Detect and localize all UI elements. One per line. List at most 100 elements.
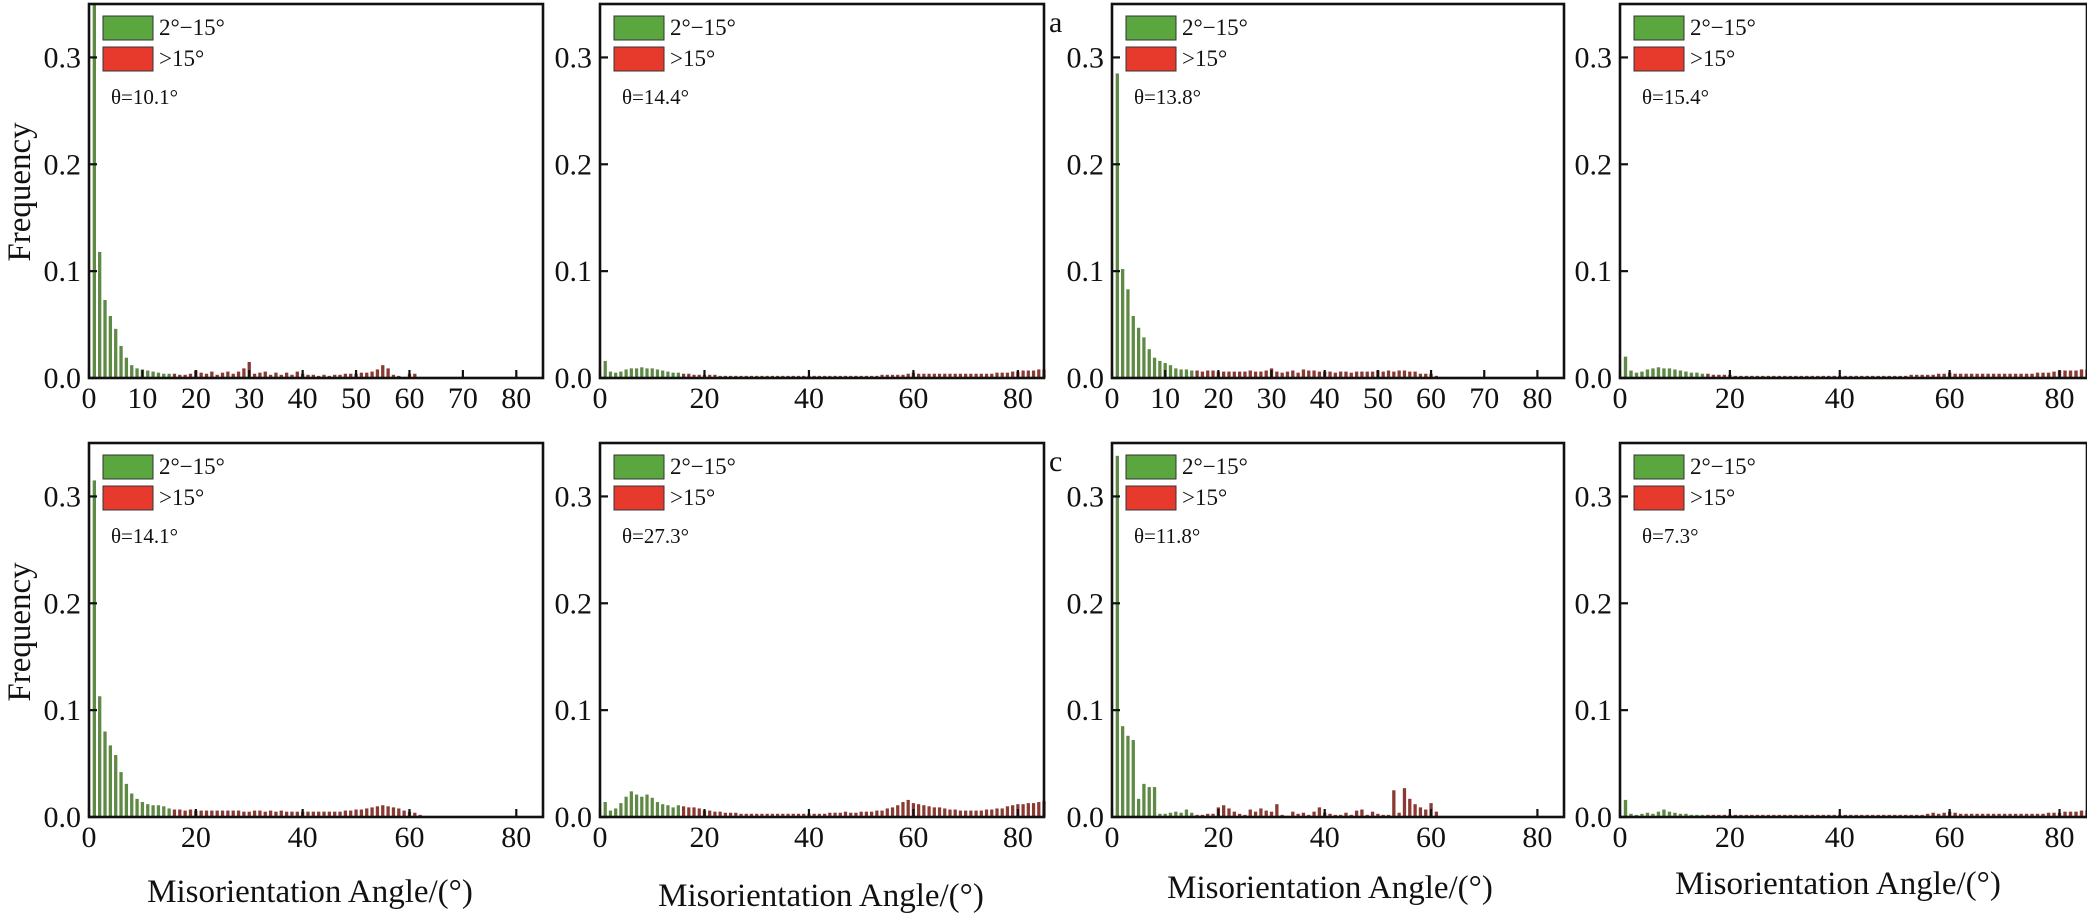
bar bbox=[1354, 810, 1359, 817]
x-tick-label: 40 bbox=[794, 382, 824, 415]
bar bbox=[1925, 374, 1930, 378]
bar bbox=[608, 810, 613, 817]
panel-letter: a bbox=[1049, 6, 1062, 39]
bar bbox=[1115, 73, 1119, 379]
bar bbox=[1629, 813, 1633, 817]
bar bbox=[343, 373, 348, 378]
bar bbox=[755, 813, 759, 817]
y-tick-label: 0.0 bbox=[44, 362, 82, 395]
y-tick-label: 0.2 bbox=[555, 148, 593, 181]
y-tick-label: 0.1 bbox=[1067, 255, 1105, 288]
bar bbox=[822, 813, 827, 817]
bar-series bbox=[1115, 73, 1540, 379]
bar bbox=[1392, 790, 1396, 817]
bar bbox=[1301, 369, 1306, 378]
bar bbox=[1190, 812, 1194, 817]
bar bbox=[1317, 807, 1322, 817]
bar bbox=[1275, 804, 1279, 817]
theta-annotation: θ=15.4° bbox=[1642, 85, 1709, 109]
bar bbox=[365, 808, 369, 817]
x-tick-label: 0 bbox=[593, 821, 608, 854]
bar bbox=[1037, 369, 1041, 378]
bar bbox=[1011, 371, 1015, 378]
bar bbox=[890, 807, 895, 817]
legend-label-high: >15° bbox=[670, 46, 715, 71]
panels-layer: 0.0 0.1 0.2 0.3 0 10 20 30 40 50 60 70 80 2°−15° >15° θ… bbox=[44, 2, 2087, 854]
bar bbox=[381, 365, 385, 378]
bar bbox=[629, 368, 633, 378]
bar bbox=[1211, 813, 1215, 817]
plot-frame bbox=[598, 2, 1046, 380]
bar bbox=[1629, 370, 1633, 378]
bar bbox=[210, 810, 214, 817]
bar bbox=[1640, 813, 1644, 817]
x-tick-label: 50 bbox=[1363, 382, 1393, 415]
x-tick-label: 40 bbox=[794, 821, 824, 854]
bar bbox=[1997, 373, 2001, 378]
bar bbox=[1000, 808, 1004, 817]
bar bbox=[2063, 370, 2067, 378]
bar bbox=[1248, 809, 1252, 817]
bar bbox=[927, 373, 931, 378]
x-axis-title-col1: Misorientation Angle/(°) bbox=[147, 874, 473, 910]
bar bbox=[354, 809, 358, 817]
bar bbox=[1131, 316, 1135, 378]
x-axis-title-col2: Misorientation Angle/(°) bbox=[658, 878, 984, 914]
bar bbox=[1424, 809, 1428, 817]
bar bbox=[183, 374, 187, 378]
bar bbox=[1980, 373, 1985, 378]
bar bbox=[749, 813, 754, 817]
x-tick-label: 40 bbox=[288, 382, 318, 415]
bar bbox=[247, 811, 251, 817]
bar bbox=[1700, 373, 1705, 378]
bar bbox=[1269, 811, 1274, 817]
bar bbox=[258, 372, 262, 378]
bar bbox=[1936, 373, 1941, 378]
bar bbox=[1623, 356, 1628, 378]
bar bbox=[375, 806, 380, 817]
bar bbox=[167, 808, 171, 817]
bar bbox=[676, 805, 680, 817]
bar bbox=[1285, 371, 1290, 378]
bar bbox=[1958, 373, 1963, 378]
bar bbox=[1333, 372, 1337, 378]
x-tick-label: 80 bbox=[1003, 382, 1033, 415]
bar bbox=[1026, 803, 1030, 817]
bar bbox=[1360, 371, 1364, 378]
bar bbox=[1914, 374, 1919, 378]
y-tick-label: 0.0 bbox=[555, 362, 593, 395]
bar bbox=[2079, 810, 2084, 817]
bar bbox=[1237, 371, 1242, 378]
bar bbox=[1349, 372, 1353, 378]
x-tick-label: 20 bbox=[1203, 821, 1233, 854]
bar bbox=[838, 812, 842, 817]
bar bbox=[614, 372, 618, 378]
bar bbox=[1291, 811, 1295, 817]
bar bbox=[708, 374, 712, 378]
bar bbox=[114, 755, 118, 817]
bar bbox=[1344, 371, 1348, 378]
bar bbox=[220, 372, 225, 378]
bar bbox=[204, 373, 209, 378]
bar bbox=[103, 731, 107, 817]
bar bbox=[151, 371, 155, 378]
theta-annotation: θ=13.8° bbox=[1134, 85, 1201, 109]
bar bbox=[1986, 373, 1990, 378]
bar bbox=[1656, 811, 1661, 817]
bar bbox=[812, 813, 816, 817]
bar bbox=[1673, 812, 1677, 817]
bar bbox=[875, 810, 879, 817]
bar bbox=[619, 371, 623, 378]
bar bbox=[349, 810, 353, 817]
bar bbox=[365, 372, 369, 378]
bar bbox=[953, 373, 957, 378]
bar bbox=[1206, 370, 1210, 378]
x-tick-label: 0 bbox=[1613, 382, 1628, 415]
bar bbox=[172, 373, 177, 378]
bar bbox=[290, 811, 294, 817]
bar bbox=[375, 369, 380, 378]
legend-swatch-high bbox=[1125, 46, 1177, 72]
bar bbox=[2024, 813, 2029, 817]
bar bbox=[92, 4, 96, 378]
